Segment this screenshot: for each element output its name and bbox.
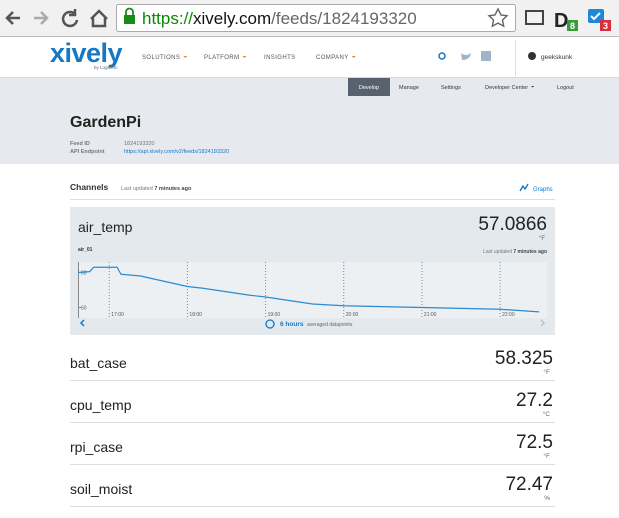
x-tick-label: 21:00 <box>424 312 437 318</box>
forward-button[interactable] <box>34 11 49 25</box>
menu-item[interactable]: INSIGHTS <box>264 55 296 61</box>
bookmark-star[interactable] <box>487 7 509 28</box>
graphs-link[interactable]: Graphs <box>533 187 553 193</box>
extension-d[interactable]: D <box>554 10 568 32</box>
menu-caret <box>242 56 247 58</box>
field-value: 1824193320 <box>124 141 155 147</box>
channel-name: bat_case <box>70 355 127 371</box>
channel-unit: °F <box>539 236 545 242</box>
menu-item[interactable]: SOLUTIONS <box>142 55 180 61</box>
badge-1-bg <box>567 20 578 31</box>
channel-unit: °C <box>543 410 551 418</box>
channel-name: rpi_case <box>70 439 123 455</box>
tab[interactable]: Develop <box>359 85 379 91</box>
field-label: Feed ID <box>70 141 90 147</box>
feed-fields: Feed ID 1824193320 API Endpoint https://api… <box>70 141 229 155</box>
channel-name: cpu_temp <box>70 397 132 413</box>
menu-caret <box>183 56 188 58</box>
cast-icon[interactable] <box>525 10 544 25</box>
stream-name: air_01 <box>78 247 93 253</box>
feed-title: GardenPi <box>70 114 141 131</box>
prev-arrow[interactable] <box>79 319 85 327</box>
x-tick-label: 18:00 <box>189 312 202 318</box>
channel-row[interactable] <box>70 425 555 465</box>
logo[interactable]: xively <box>50 38 123 68</box>
tab[interactable]: Settings <box>441 85 461 91</box>
tab[interactable]: Developer Center <box>485 85 528 91</box>
channel-value: 57.0866 <box>478 214 547 235</box>
twitter-icon[interactable] <box>461 53 471 60</box>
tab[interactable]: Manage <box>399 85 419 91</box>
channels-updated: Last updated 7 minutes ago <box>121 186 192 192</box>
x-tick-label: 22:00 <box>502 312 515 318</box>
channels-heading: Channels <box>70 182 109 192</box>
channel-unit: °F <box>543 452 550 460</box>
x-tick-label: 19:00 <box>268 312 281 318</box>
graph-area <box>78 262 547 318</box>
updated-value: 7 minutes ago <box>513 249 547 255</box>
url-scheme: https:// <box>142 9 193 28</box>
updated-label: Last updated <box>483 249 512 255</box>
lock-icon <box>124 15 135 24</box>
url-host: xively.com <box>193 9 271 28</box>
range[interactable]: 6 hours <box>280 321 304 328</box>
series-line <box>77 266 540 313</box>
channel-value: 72.47 <box>505 474 553 495</box>
lock-shackle <box>125 7 134 15</box>
facebook-icon[interactable] <box>481 51 491 61</box>
next-arrow[interactable] <box>540 319 546 327</box>
check-mark <box>590 12 601 21</box>
main-menu: SOLUTIONS PLATFORM INSIGHTS COMPANY <box>142 55 356 61</box>
url: https://xively.com/feeds/1824193320 <box>142 9 417 28</box>
user-avatar <box>528 52 536 60</box>
user-name[interactable]: geekskunk <box>541 54 573 61</box>
x-tick-label: 20:00 <box>346 312 359 318</box>
back-button[interactable] <box>5 11 20 25</box>
menu-caret <box>351 56 356 58</box>
clock-icon <box>265 319 275 329</box>
channel-value: 27.2 <box>516 390 553 411</box>
y-tick-label: 80 <box>81 271 87 277</box>
badge-2: 3 <box>603 21 608 31</box>
tab-active-bg <box>348 78 390 96</box>
tab[interactable]: Logout <box>557 85 574 91</box>
badge-2-bg <box>600 20 611 31</box>
home-button[interactable] <box>90 9 108 28</box>
channel-unit: °F <box>543 368 550 376</box>
url-path: /feeds/1824193320 <box>271 9 417 28</box>
channel-value: 58.325 <box>495 348 553 369</box>
channel-row[interactable] <box>70 467 555 507</box>
sub-nav: Develop Manage Settings Developer Center Log… <box>348 78 574 96</box>
channel-name: soil_moist <box>70 481 132 497</box>
channel-value: 72.5 <box>516 432 553 453</box>
y-tick-label: 60 <box>81 306 87 312</box>
graph: 17:00 18:00 19:00 20:00 21:00 22:00 80 60 <box>77 262 540 318</box>
range-note: averaged datapoints <box>307 322 353 328</box>
badge-1: 8 <box>570 21 575 31</box>
field-value[interactable]: https://api.xively.com/v2/feeds/18241933… <box>124 149 229 155</box>
tab-caret <box>531 86 535 88</box>
graphs-icon <box>519 183 529 192</box>
channel-row[interactable] <box>70 341 555 381</box>
address-bar[interactable] <box>116 4 516 32</box>
updated-value: 7 minutes ago <box>154 186 192 192</box>
search-icon[interactable] <box>438 52 446 60</box>
channel-row[interactable] <box>70 383 555 423</box>
feed-header <box>0 78 619 164</box>
x-tick-label: 17:00 <box>111 312 124 318</box>
stream-updated: Last updated 7 minutes ago <box>483 249 547 255</box>
updated-label: Last updated <box>121 186 153 192</box>
reload-button[interactable] <box>61 9 79 28</box>
channel-unit: % <box>544 495 550 502</box>
menu-item[interactable]: PLATFORM <box>204 55 239 61</box>
logo-sub: by LogMeIn <box>94 65 118 70</box>
field-label: API Endpoint <box>70 149 105 155</box>
channel-name: air_temp <box>78 219 133 235</box>
menu-item[interactable]: COMPANY <box>316 55 349 61</box>
